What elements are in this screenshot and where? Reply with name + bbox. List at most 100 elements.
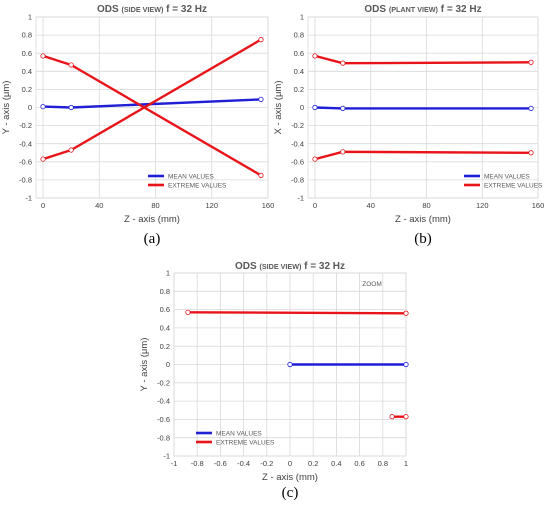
data-point (340, 105, 346, 112)
x-tick-label: 120 (205, 201, 218, 210)
x-tick-label: 0 (288, 459, 292, 468)
y-tick-label: -0.6 (19, 157, 32, 166)
data-point (528, 59, 534, 65)
chart-title: ODS (SIDE VIEW) f = 32 Hz (235, 261, 345, 272)
x-tick-label: -0.6 (214, 459, 227, 468)
legend-label: MEAN VALUES (216, 430, 262, 437)
title-main: ODS (364, 4, 388, 15)
data-point (185, 309, 191, 315)
x-tick-label: 160 (262, 201, 275, 210)
y-tick-label: 0.2 (294, 85, 304, 94)
y-tick-label: -1 (25, 194, 32, 203)
y-tick-label: 0.4 (294, 67, 304, 76)
x-tick-label: 120 (476, 201, 489, 210)
data-point (528, 105, 534, 112)
y-tick-label: -0.4 (19, 139, 32, 148)
y-tick-label: -0.2 (19, 121, 32, 130)
data-point (68, 147, 74, 153)
x-tick-label: 1 (404, 459, 408, 468)
y-tick-label: 0.2 (22, 85, 32, 94)
x-tick-label: 0.4 (331, 459, 341, 468)
y-tick-label: 0.8 (160, 287, 170, 296)
series-line-extreme (314, 150, 532, 161)
y-tick-label: 0 (166, 360, 170, 369)
y-tick-label: 0 (28, 103, 32, 112)
series-line-extreme (42, 54, 262, 177)
x-tick-label: 0 (41, 201, 45, 210)
title-view: (SIDE VIEW) (121, 5, 164, 14)
x-tick-label: 80 (422, 201, 430, 210)
data-point (68, 104, 74, 111)
y-tick-label: -0.6 (291, 157, 304, 166)
title-frequency: f = 32 Hz (301, 261, 345, 272)
data-point (258, 96, 264, 102)
y-axis-label: Y - axis (μm) (1, 81, 12, 135)
x-tick-label: 160 (532, 201, 545, 210)
x-axis-label: Z - axis (mm) (262, 472, 318, 483)
y-tick-label: 0.6 (22, 49, 32, 58)
y-tick-label: -0.8 (19, 176, 32, 185)
y-tick-label: 0.8 (294, 31, 304, 40)
series-line-extreme (42, 38, 262, 161)
y-tick-label: -0.2 (157, 378, 170, 387)
y-tick-label: -0.4 (291, 139, 304, 148)
data-point (312, 156, 318, 162)
series-line-mean (314, 106, 531, 110)
panel-caption: (b) (414, 231, 432, 247)
y-tick-label: 0 (300, 103, 304, 112)
data-point (403, 361, 409, 368)
x-tick-label: -0.2 (260, 459, 273, 468)
x-tick-label: -1 (171, 459, 178, 468)
panel-caption: (a) (144, 231, 161, 247)
title-view: (PLANT VIEW) (389, 5, 439, 14)
y-tick-label: 1 (300, 13, 304, 22)
x-tick-label: -0.4 (237, 459, 250, 468)
title-main: ODS (235, 261, 259, 272)
data-point (68, 62, 74, 68)
series-line-extreme (314, 54, 532, 65)
panel-caption: (c) (282, 485, 299, 501)
y-axis-label: X - axis (μm) (273, 80, 284, 134)
data-point (340, 60, 346, 66)
x-axis-label: Z - axis (mm) (395, 214, 451, 225)
x-tick-label: 40 (95, 201, 103, 210)
legend-label: MEAN VALUES (168, 173, 214, 180)
series-line-extreme (187, 311, 407, 315)
y-tick-label: -1 (163, 452, 170, 461)
title-frequency: f = 32 Hz (163, 4, 207, 15)
x-axis-label: Z - axis (mm) (124, 214, 180, 225)
data-point (258, 172, 264, 178)
chart-a: 0 40 80 120 160 -1 -0.8 -0.6 -0.4 -0.2 0 0.2 0.4 0.6 0… (1, 4, 274, 247)
legend-label: MEAN VALUES (484, 173, 530, 180)
x-tick-label: 40 (367, 201, 375, 210)
data-point (389, 414, 395, 420)
data-point (40, 156, 46, 162)
x-tick-label: 0.6 (354, 459, 364, 468)
y-tick-label: -0.6 (157, 415, 170, 424)
data-point (340, 149, 346, 155)
x-tick-label: 80 (151, 201, 159, 210)
data-point (40, 103, 46, 110)
title-main: ODS (97, 4, 121, 15)
y-tick-label: 0.8 (22, 31, 32, 40)
x-tick-label: 0 (313, 201, 317, 210)
legend-label: EXTREME VALUES (216, 439, 275, 446)
y-tick-label: -0.2 (291, 121, 304, 130)
data-point (403, 310, 409, 316)
y-tick-label: 0.6 (294, 49, 304, 58)
chart-b: 0 40 80 120 160 -1 -0.8 -0.6 -0.4 -0.2 0 0.2 0.4 0.6 0… (273, 4, 544, 247)
plot-frame (35, 16, 269, 199)
y-tick-label: -0.8 (157, 433, 170, 442)
data-point (528, 150, 534, 156)
x-tick-label: 0.2 (308, 459, 318, 468)
y-tick-label: 0.2 (160, 342, 170, 351)
y-tick-label: -0.4 (157, 397, 170, 406)
x-tick-label: -0.8 (191, 459, 204, 468)
chart-c: -1 -0.8 -0.6 -0.4 -0.2 0 0.2 0.4 0.6 0.8 1 -1 -0.8 -0… (139, 261, 409, 501)
data-point (312, 104, 318, 111)
chart-title: ODS (PLANT VIEW) f = 32 Hz (364, 4, 481, 15)
title-frequency: f = 32 Hz (438, 4, 482, 15)
y-tick-label: 1 (28, 13, 32, 22)
title-view: (SIDE VIEW) (259, 262, 302, 271)
